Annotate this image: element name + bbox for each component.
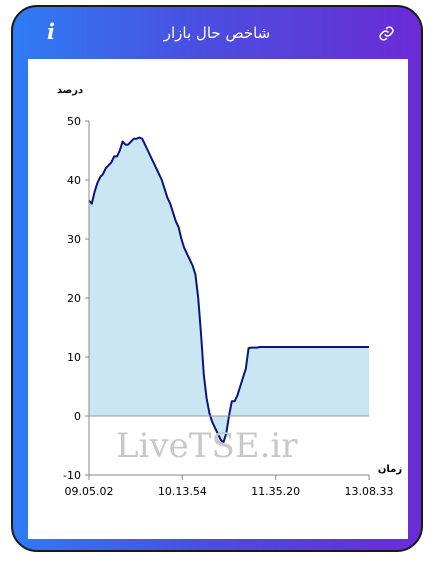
- x-tick-label: 09.05.02: [65, 485, 114, 498]
- info-icon[interactable]: i: [47, 19, 55, 44]
- link-icon[interactable]: [378, 25, 395, 42]
- watermark: LiveTSE.ir: [116, 426, 298, 466]
- x-tick-label: 11.35.20: [251, 485, 300, 498]
- series-line: [88, 136, 369, 444]
- y-tick-label: 20: [67, 292, 81, 305]
- chart-card: درصد زمان LiveTSE.ir -10 0 10 20 30 40 50 09.05…: [28, 59, 408, 539]
- y-axis-label: درصد: [57, 85, 83, 96]
- page-title: شاخص حال بازار: [163, 24, 271, 42]
- x-tick-label: 13.08.33: [345, 485, 394, 498]
- x-tick-label: 10.13.54: [158, 485, 207, 498]
- y-tick-label: 10: [67, 351, 81, 364]
- y-tick-label: 40: [67, 174, 81, 187]
- y-tick-label: 50: [67, 115, 81, 128]
- app-frame: i شاخص حال بازار درصد زمان LiveTSE.ir -1…: [11, 5, 423, 552]
- y-tick-label: 30: [67, 233, 81, 246]
- header-bar: i شاخص حال بازار: [13, 7, 421, 59]
- area-chart: درصد زمان LiveTSE.ir -10 0 10 20 30 40 50 09.05…: [57, 85, 403, 498]
- y-tick-label: -10: [63, 469, 81, 482]
- x-axis-label: زمان: [378, 464, 402, 475]
- y-tick-label: 0: [74, 410, 81, 423]
- area-fill: [89, 137, 369, 443]
